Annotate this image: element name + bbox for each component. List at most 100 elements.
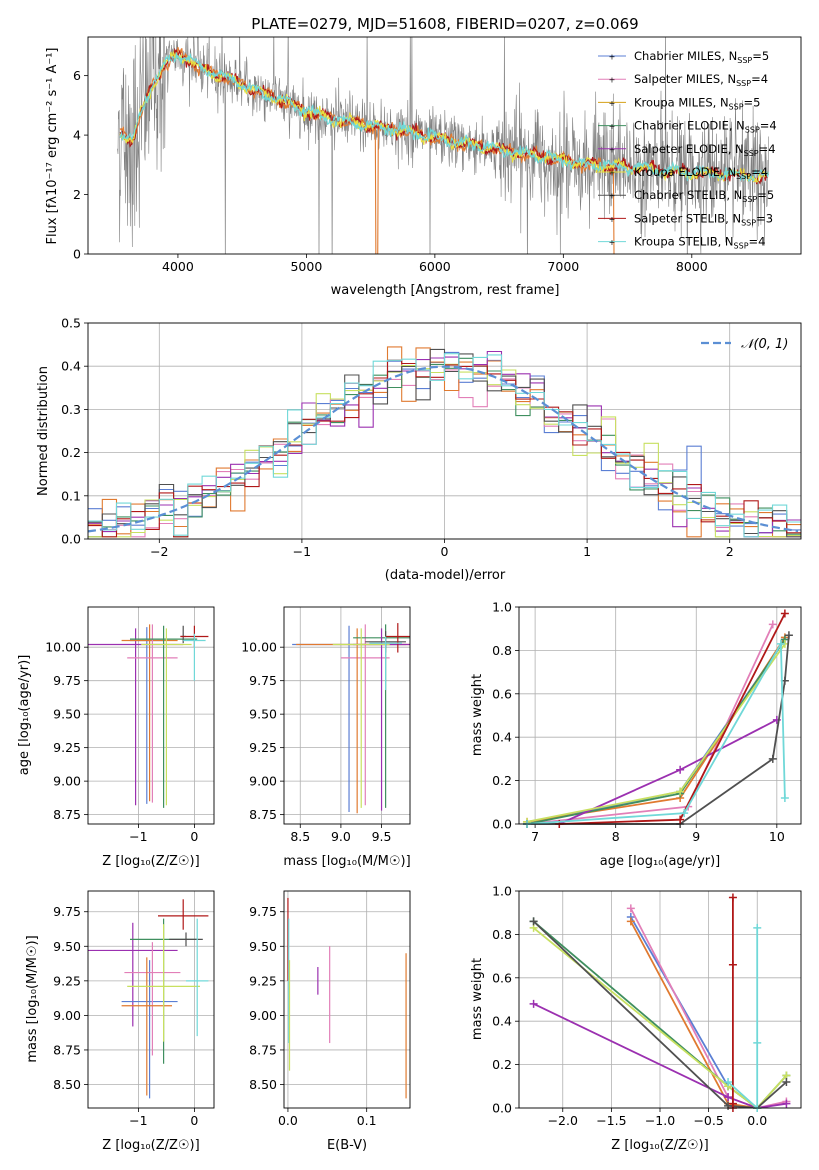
spectrum-title: PLATE=0279, MJD=51608, FIBERID=0207, z=0… [251, 15, 638, 33]
weight-vs-age-ytick-label: 0.0 [492, 817, 512, 832]
age-vs-mass-ytick-label: 9.50 [249, 707, 277, 722]
weight-point-marker [626, 917, 635, 926]
weight-vs-Z-xtick-label: −1.0 [645, 1113, 675, 1128]
mass-vs-Z-ytick-label: 8.50 [53, 1077, 81, 1092]
mass-vs-Z-ytick-label: 9.25 [53, 973, 81, 988]
weight-vs-age-ylabel: mass weight [470, 674, 485, 756]
mass-vs-Z-axes-frame [87, 890, 215, 1109]
weight-series-line [532, 920, 787, 1109]
weight-vs-age-ytick-label: 0.8 [492, 643, 512, 658]
legend-label: Chabrier ELODIE, NSSP=4 [634, 119, 777, 135]
weight-vs-age-panel: age [log₁₀(age/yr)] mass weight 7 8 9 10 0.0… [470, 600, 802, 869]
residuals-xtick-label: 0 [441, 544, 449, 559]
weight-point-marker [529, 917, 538, 926]
weight-point-marker [724, 1093, 733, 1102]
weight-vs-Z-xtick-label: 0.0 [747, 1113, 767, 1128]
weight-vs-age-ytick-label: 0.4 [492, 730, 512, 745]
age-vs-mass-panel: mass [log₁₀(M/M☉)] 8.5 9.0 9.5 8.75 9.00 9.25… [241, 606, 411, 869]
mass-vs-EBV-ytick-label: 8.50 [249, 1077, 277, 1092]
spectrum-model-line [119, 52, 769, 183]
mass-vs-Z-ytick-label: 9.50 [53, 939, 81, 954]
weight-vs-Z-ytick-label: 0.4 [492, 1014, 512, 1029]
mass-vs-EBV-ytick-label: 8.75 [249, 1042, 277, 1057]
weight-vs-Z-ytick-label: 0.8 [492, 927, 512, 942]
age-vs-Z-ytick-label: 9.00 [53, 774, 81, 789]
weight-vs-Z-panel: Z [log₁₀(Z/Z☉)] mass weight −2.0 −1.5 −1.0… [470, 884, 802, 1153]
weight-point-marker [676, 787, 685, 796]
spectrum-xtick-label: 6000 [419, 259, 451, 274]
legend-label: Salpeter MILES, NSSP=4 [634, 72, 768, 88]
weight-vs-Z-ytick-label: 0.0 [492, 1101, 512, 1116]
weight-vs-Z-xtick-label: −1.5 [596, 1113, 626, 1128]
legend-marker: + [609, 215, 616, 224]
mass-vs-EBV-ytick-label: 9.25 [249, 973, 277, 988]
age-vs-mass-xtick-label: 8.5 [290, 829, 310, 844]
weight-vs-age-ytick-label: 0.2 [492, 773, 512, 788]
mass-vs-EBV-axes-frame [283, 890, 411, 1109]
weight-point-marker [753, 1038, 762, 1047]
age-vs-mass-ytick-label: 9.00 [249, 774, 277, 789]
mass-vs-EBV-ytick-label: 9.50 [249, 939, 277, 954]
spectrum-xlabel: wavelength [Angstrom, rest frame] [331, 283, 560, 298]
mass-vs-Z-ylabel: mass [log₁₀(M/M☉)] [25, 935, 40, 1062]
age-vs-Z-xlabel: Z [log₁₀(Z/Z☉)] [102, 854, 199, 869]
legend-label: Salpeter ELODIE, NSSP=4 [634, 142, 776, 158]
weight-series-line [526, 636, 786, 823]
age-vs-Z-ytick-label: 9.25 [53, 740, 81, 755]
weight-point-marker [728, 1099, 737, 1108]
weight-vs-Z-ytick-label: 0.2 [492, 1057, 512, 1072]
residuals-axes-frame [87, 322, 802, 540]
mass-vs-Z-ytick-label: 9.75 [53, 904, 81, 919]
age-vs-mass-xlabel: mass [log₁₀(M/M☉)] [283, 854, 410, 869]
spectrum-ytick-label: 0 [73, 247, 81, 262]
weight-vs-Z-ylabel: mass weight [470, 958, 485, 1040]
residuals-ytick-label: 0.4 [61, 359, 81, 374]
age-vs-Z-axes-frame [87, 606, 215, 825]
weight-point-marker [626, 904, 635, 913]
mass-vs-EBV-ytick-label: 9.00 [249, 1008, 277, 1023]
mass-vs-EBV-panel: E(B-V) 0.0 0.1 8.50 8.75 9.00 9.25 9.50 9.75 [249, 890, 411, 1153]
weight-point-marker [768, 620, 777, 629]
weight-vs-Z-xlabel: Z [log₁₀(Z/Z☉)] [611, 1138, 708, 1153]
age-vs-Z-xtick-label: 0 [190, 829, 198, 844]
residuals-xtick-label: −2 [150, 544, 168, 559]
weight-point-marker [724, 1101, 733, 1110]
spectrum-ytick-label: 6 [73, 68, 81, 83]
residuals-panel: (data-model)/error Normed distribution −… [36, 316, 802, 583]
residuals-ytick-label: 0.0 [61, 532, 81, 547]
mass-vs-Z-xlabel: Z [log₁₀(Z/Z☉)] [102, 1138, 199, 1153]
spectrum-ytick-label: 4 [73, 128, 81, 143]
mass-vs-Z-ytick-label: 8.75 [53, 1042, 81, 1057]
spectrum-xtick-label: 5000 [290, 259, 322, 274]
age-vs-Z-ytick-label: 10.00 [45, 640, 81, 655]
legend-label: Chabrier STELIB, NSSP=5 [634, 188, 774, 204]
weight-vs-age-axes-frame [518, 606, 802, 825]
weight-series-line [727, 927, 759, 1111]
weight-series-line [527, 640, 786, 825]
age-vs-mass-axes-frame [283, 606, 411, 825]
weight-vs-age-xtick-label: 7 [531, 829, 539, 844]
weight-vs-age-xtick-label: 9 [692, 829, 700, 844]
legend-label: Kroupa MILES, NSSP=5 [634, 95, 760, 111]
weight-point-marker [768, 754, 777, 763]
residuals-ytick-label: 0.5 [61, 316, 81, 331]
weight-point-marker [728, 960, 737, 969]
weight-point-marker [680, 809, 689, 818]
mass-vs-Z-panel: Z [log₁₀(Z/Z☉)] mass [log₁₀(M/M☉)] −1 0 8.… [25, 890, 215, 1153]
histogram-series [88, 353, 801, 538]
weight-series-line [526, 643, 786, 823]
weight-point-marker [776, 639, 785, 648]
residuals-ylabel: Normed distribution [36, 366, 51, 496]
age-vs-Z-panel: Z [log₁₀(Z/Z☉)] age [log₁₀(age/yr)] −1 0 8… [17, 606, 215, 869]
weight-vs-Z-xtick-label: −2.0 [548, 1113, 578, 1128]
spectrum-xtick-label: 8000 [676, 259, 708, 274]
weight-vs-Z-ytick-label: 1.0 [492, 884, 512, 899]
spectrum-ytick-label: 2 [73, 187, 81, 202]
age-vs-Z-ytick-label: 9.50 [53, 707, 81, 722]
spectrum-ylabel: Flux [fλ10⁻¹⁷ erg cm⁻² s⁻¹ A⁻¹] [45, 48, 60, 245]
residuals-ytick-label: 0.1 [61, 488, 81, 503]
spectrum-xtick-label: 4000 [162, 259, 194, 274]
residuals-xtick-label: 2 [726, 544, 734, 559]
weight-point-marker [782, 1077, 791, 1086]
weight-point-marker [676, 815, 685, 824]
